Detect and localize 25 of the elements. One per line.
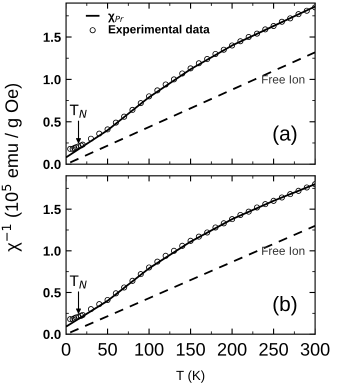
annotation: T$_{N}$ bbox=[70, 104, 87, 118]
x-tick-label: 250 bbox=[259, 342, 288, 356]
y-tick-label: 0.5 bbox=[43, 117, 61, 127]
x-tick-label: 50 bbox=[98, 342, 117, 356]
x-tick-label: 300 bbox=[300, 342, 330, 356]
annotation: (b) bbox=[273, 296, 296, 316]
annotation: T$_{N}$ bbox=[70, 275, 87, 288]
y-tick-label: 0.5 bbox=[43, 288, 61, 298]
x-axis-title: T (K) bbox=[176, 370, 204, 383]
x-tick-label: 0 bbox=[62, 342, 70, 356]
y-tick-label: 1.5 bbox=[44, 32, 61, 42]
x-tick-label: 150 bbox=[176, 342, 205, 356]
annotation: (a) bbox=[273, 125, 296, 145]
annotation: Free Ion bbox=[262, 246, 304, 255]
y-tick-label: 0.0 bbox=[43, 330, 61, 340]
legend-label: χ$_{Pr}$ bbox=[108, 14, 124, 22]
legend-label: Experimental data bbox=[108, 24, 210, 36]
x-tick-label: 200 bbox=[218, 342, 246, 356]
y-tick-label: 1.0 bbox=[44, 246, 61, 256]
y-tick-label: 0.0 bbox=[43, 160, 61, 170]
y-tick-label: 1.5 bbox=[44, 204, 61, 214]
x-tick-label: 100 bbox=[135, 342, 164, 356]
annotation: Free Ion bbox=[262, 75, 304, 84]
y-tick-label: 1.0 bbox=[44, 74, 61, 84]
y-axis-title: χ$^{−1}$ (10$^{5}$ emu / g Oe) bbox=[2, 84, 22, 252]
